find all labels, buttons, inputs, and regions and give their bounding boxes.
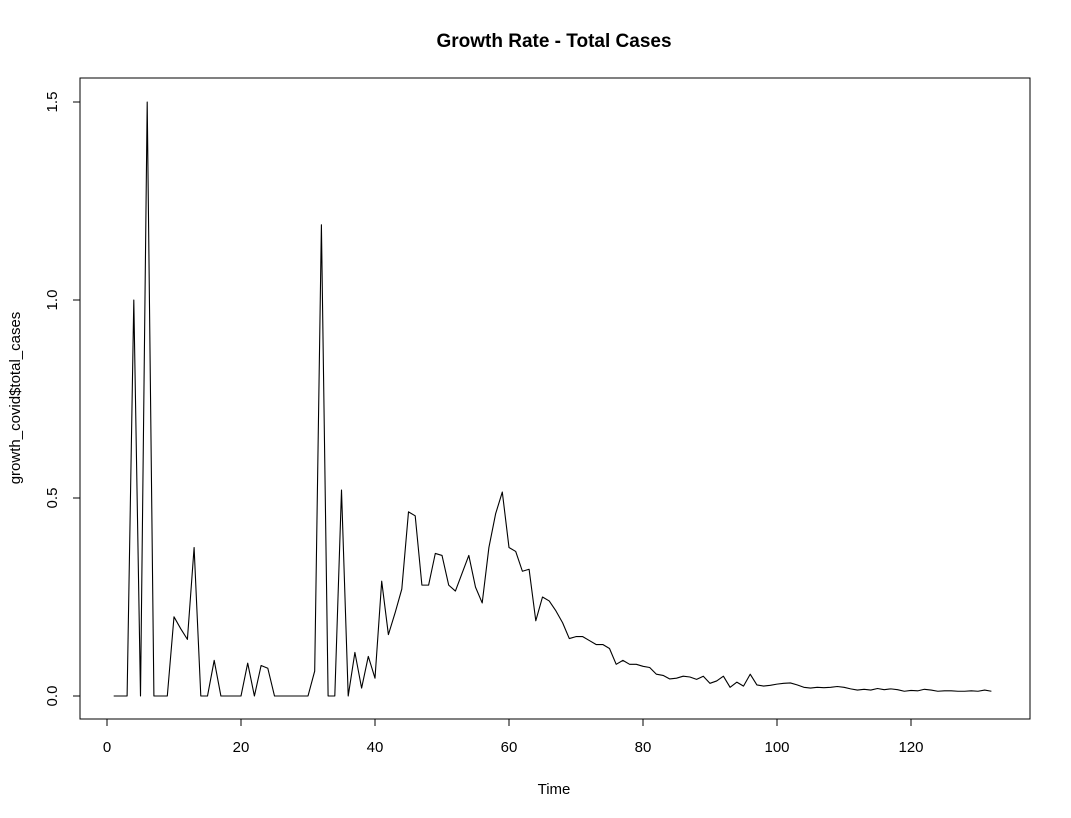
y-axis: 0.0 0.5 1.0 1.5 xyxy=(44,92,81,707)
y-tick-label: 1.0 xyxy=(44,290,61,311)
plot-area-frame xyxy=(79,77,1031,720)
y-axis-label: growth_covid$total_cases xyxy=(7,312,24,485)
x-tick-label: 100 xyxy=(764,739,789,756)
x-tick-label: 80 xyxy=(635,739,652,756)
chart-title: Growth Rate - Total Cases xyxy=(436,31,671,52)
y-tick-label: 0.5 xyxy=(44,488,61,509)
x-axis: 0 20 40 60 80 100 120 xyxy=(103,718,924,756)
x-axis-label: Time xyxy=(538,781,571,798)
series-line xyxy=(113,101,992,697)
y-tick-label: 0.0 xyxy=(44,686,61,707)
x-tick-label: 0 xyxy=(103,739,111,756)
series-layer xyxy=(113,101,992,697)
x-tick-label: 120 xyxy=(898,739,923,756)
y-tick-label: 1.5 xyxy=(44,92,61,113)
x-tick-label: 20 xyxy=(233,739,250,756)
x-tick-label: 60 xyxy=(501,739,518,756)
x-tick-label: 40 xyxy=(367,739,384,756)
